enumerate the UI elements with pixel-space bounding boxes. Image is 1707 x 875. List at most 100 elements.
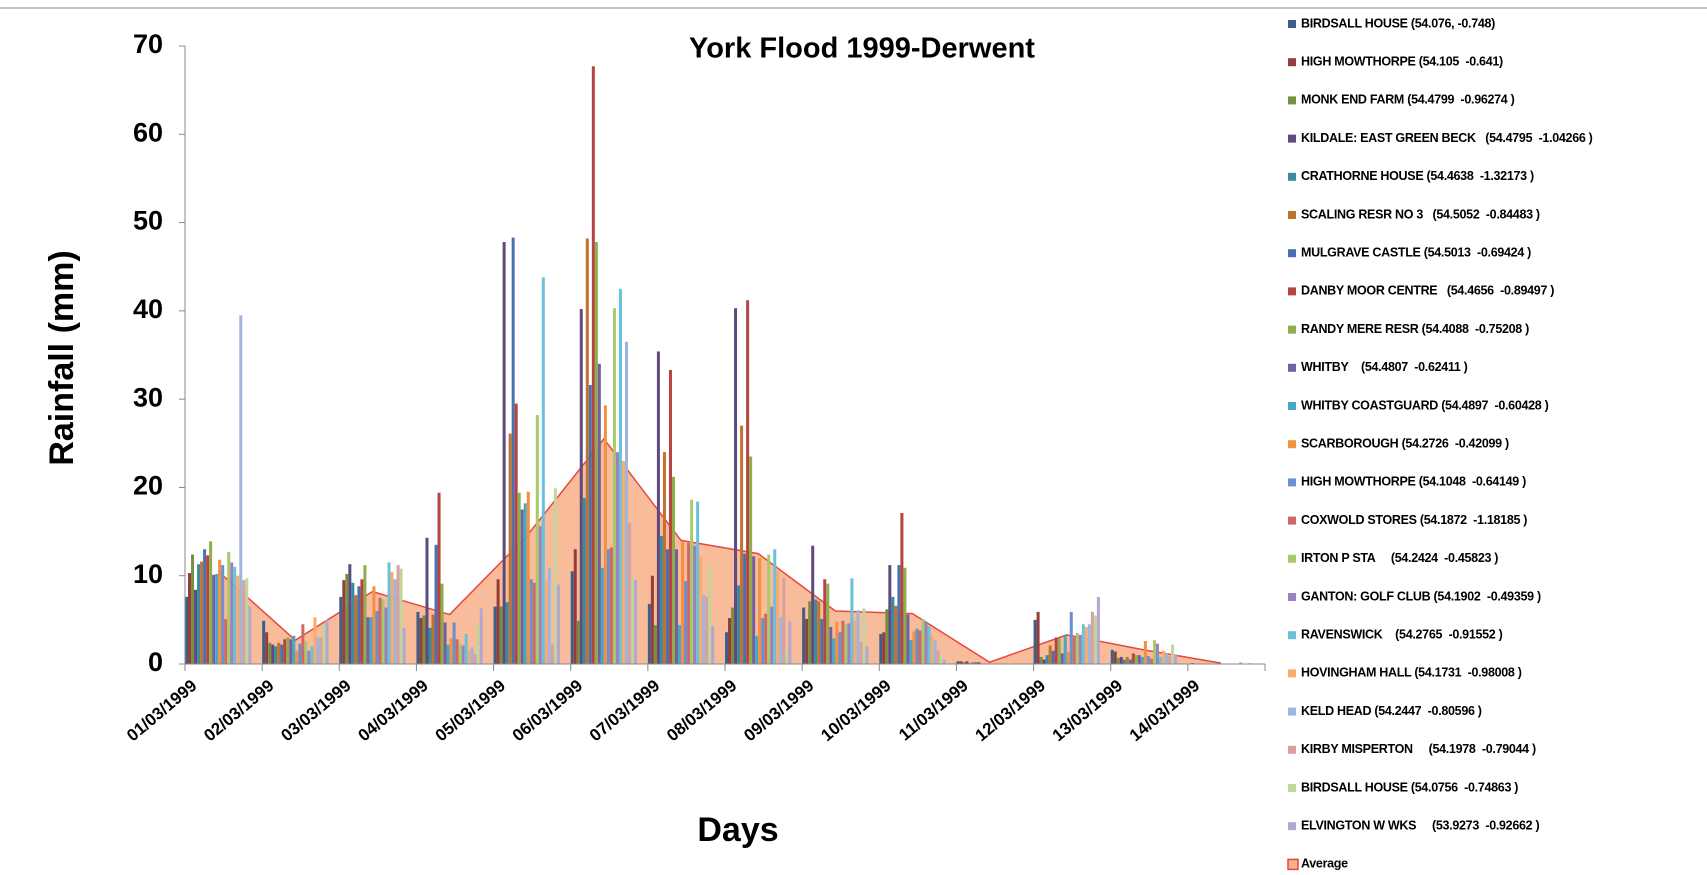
bar xyxy=(1140,656,1144,664)
bar xyxy=(903,567,907,664)
bar xyxy=(576,620,580,664)
bar xyxy=(1171,644,1175,664)
bar xyxy=(452,622,456,664)
bar xyxy=(301,624,305,664)
bar xyxy=(1057,638,1061,664)
bar xyxy=(393,579,397,664)
bar xyxy=(381,599,385,664)
bar xyxy=(375,611,379,664)
bar xyxy=(1033,619,1037,664)
bar xyxy=(711,626,715,664)
bar xyxy=(206,555,210,664)
bar xyxy=(280,644,284,664)
bar xyxy=(1054,637,1058,664)
bar xyxy=(915,628,919,664)
bar xyxy=(1122,659,1126,664)
bar xyxy=(628,522,632,664)
legend-swatch xyxy=(1288,784,1296,792)
bar xyxy=(631,578,635,664)
bar xyxy=(702,595,706,664)
x-tick-label: 06/03/1999 xyxy=(509,676,586,745)
bar xyxy=(369,617,373,664)
bar xyxy=(345,573,349,664)
bar xyxy=(227,551,231,664)
x-tick-label: 09/03/1999 xyxy=(740,676,817,745)
bar xyxy=(674,549,679,664)
bar xyxy=(900,513,904,664)
bar xyxy=(731,607,735,664)
bar xyxy=(354,595,358,664)
bar xyxy=(853,620,857,664)
bar xyxy=(295,650,299,664)
legend-label: HOVINGHAM HALL (54.1731 -0.98008 ) xyxy=(1301,666,1522,680)
bar xyxy=(921,618,925,664)
bar xyxy=(1128,659,1132,664)
bar xyxy=(817,601,821,664)
bar xyxy=(440,583,444,664)
bar xyxy=(387,562,391,664)
bar xyxy=(764,613,768,664)
bar xyxy=(245,578,249,664)
bar xyxy=(1143,641,1147,664)
bar xyxy=(734,308,738,664)
bar xyxy=(687,543,691,664)
bar xyxy=(455,639,459,664)
bar xyxy=(782,577,786,664)
bar xyxy=(752,556,756,664)
bar xyxy=(705,596,709,664)
chart-title: York Flood 1999-Derwent xyxy=(689,33,1035,65)
bar xyxy=(239,315,243,664)
bar xyxy=(588,385,592,664)
bar xyxy=(520,509,524,664)
bar xyxy=(1072,637,1076,664)
bar xyxy=(289,639,293,664)
bar xyxy=(446,644,450,664)
bar xyxy=(1096,596,1100,664)
bar xyxy=(233,566,237,664)
bar xyxy=(885,609,889,664)
bar xyxy=(1134,655,1138,664)
x-tick-label: 03/03/1999 xyxy=(277,676,354,745)
bar xyxy=(965,661,969,664)
legend-label: MONK END FARM (54.4799 -0.96274 ) xyxy=(1301,93,1515,107)
bar xyxy=(579,309,583,664)
bar xyxy=(573,549,577,664)
bar xyxy=(624,341,629,664)
bar xyxy=(514,403,518,664)
bar xyxy=(1110,649,1114,664)
average-area xyxy=(218,438,1222,664)
legend-swatch xyxy=(1288,516,1296,525)
bar xyxy=(188,573,192,664)
legend-swatch xyxy=(1288,287,1296,296)
bar xyxy=(859,641,863,664)
bar xyxy=(779,617,783,664)
bar xyxy=(841,620,845,664)
bar xyxy=(499,606,503,664)
legend-label: KELD HEAD (54.2447 -0.80596 ) xyxy=(1301,704,1482,718)
bar xyxy=(1164,653,1169,664)
legend-swatch xyxy=(1288,478,1296,487)
bar xyxy=(882,632,886,664)
bar xyxy=(856,610,860,664)
bar xyxy=(609,547,613,664)
bar xyxy=(399,568,403,664)
y-tick-label: 0 xyxy=(148,647,163,677)
bar xyxy=(339,596,343,664)
bar xyxy=(366,617,370,664)
bar xyxy=(749,456,753,664)
legend-label: HIGH MOWTHORPE (54.1048 -0.64149 ) xyxy=(1301,475,1526,489)
bar xyxy=(517,492,521,664)
bar xyxy=(743,553,747,664)
bar xyxy=(363,565,367,664)
bar xyxy=(906,614,910,664)
bar xyxy=(746,300,750,664)
bar xyxy=(1155,643,1159,664)
legend-swatch xyxy=(1288,440,1296,449)
bar xyxy=(1063,635,1067,664)
bar xyxy=(396,565,400,664)
x-tick-label: 05/03/1999 xyxy=(432,676,509,745)
bar xyxy=(1137,655,1141,664)
legend-label: GANTON: GOLF CLUB (54.1902 -0.49359 ) xyxy=(1301,589,1541,603)
bar xyxy=(612,308,616,664)
bar xyxy=(758,558,762,664)
